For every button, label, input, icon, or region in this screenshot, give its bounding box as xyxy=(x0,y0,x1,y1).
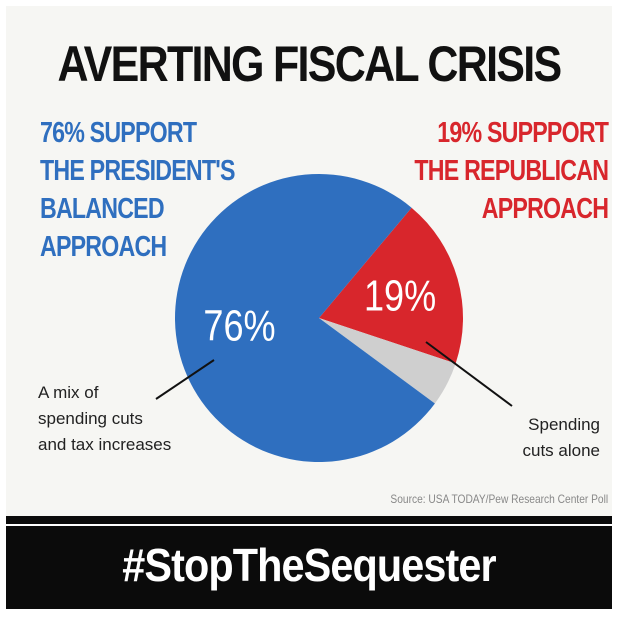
right-heading-line: 19% SUPPPORT xyxy=(437,117,609,149)
leader-line xyxy=(425,341,513,407)
left-heading-line: APPROACH xyxy=(40,231,167,263)
slice-percent-label: 19% xyxy=(364,271,436,320)
pie-slice xyxy=(319,318,456,404)
infographic: AVERTING FISCAL CRISIS 76% SUPPORT THE P… xyxy=(6,6,612,609)
left-annotation-line: spending cuts xyxy=(38,409,143,428)
left-heading-line: 76% SUPPORT xyxy=(40,117,197,149)
left-heading: 76% SUPPORT THE PRESIDENT'S BALANCED APP… xyxy=(40,114,235,266)
right-heading-line: APPROACH xyxy=(481,193,609,225)
hashtag-banner: #StopTheSequester xyxy=(6,516,612,609)
source-credit: Source: USA TODAY/Pew Research Center Po… xyxy=(390,492,608,506)
pie-chart: 76% 19% xyxy=(155,173,513,462)
left-annotation-line: and tax increases xyxy=(38,435,172,454)
page-title: AVERTING FISCAL CRISIS xyxy=(57,36,563,92)
left-heading-line: BALANCED xyxy=(40,193,165,225)
left-heading-line: THE PRESIDENT'S xyxy=(40,155,235,187)
right-annotation-line: cuts alone xyxy=(522,441,601,460)
left-annotation: A mix of spending cuts and tax increases xyxy=(38,380,171,458)
left-annotation-line: A mix of xyxy=(38,383,99,402)
right-annotation-line: Spending xyxy=(528,415,600,434)
right-heading-line: THE REPUBLICAN xyxy=(414,155,609,187)
right-heading: 19% SUPPPORT THE REPUBLICAN APPROACH xyxy=(414,114,609,228)
pie-slice xyxy=(175,173,435,462)
banner-divider xyxy=(6,524,612,526)
slice-percent-label: 76% xyxy=(203,301,275,350)
right-annotation: Spending cuts alone xyxy=(523,412,601,464)
hashtag-text: #StopTheSequester xyxy=(122,539,496,591)
pie-slice xyxy=(319,207,463,364)
leader-line xyxy=(155,359,215,400)
